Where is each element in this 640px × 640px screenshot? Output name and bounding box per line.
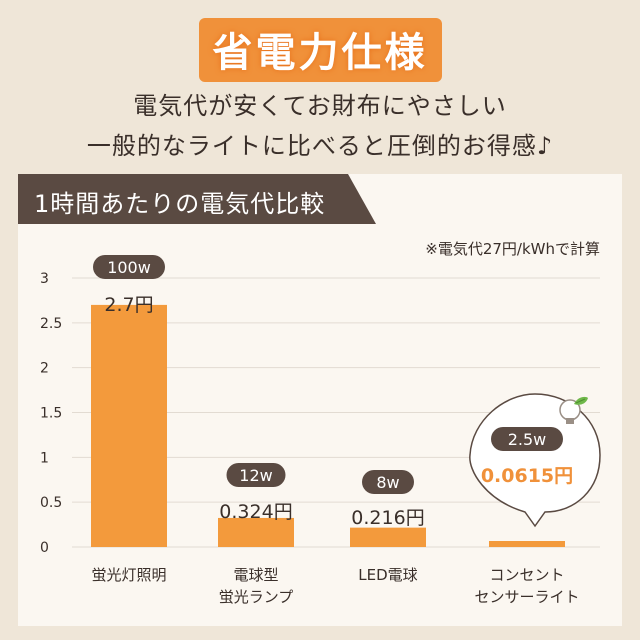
y-tick-label: 2 bbox=[40, 361, 49, 377]
bar bbox=[489, 541, 565, 547]
y-tick-label: 1.5 bbox=[40, 406, 62, 422]
page-title-wrap: 省電力仕様 bbox=[0, 18, 640, 82]
watt-label: 8w bbox=[376, 473, 399, 492]
watt-pill bbox=[226, 463, 286, 487]
x-category-label: 蛍光灯照明 bbox=[91, 566, 166, 584]
calculation-note: ※電気代27円/kWhで計算 bbox=[425, 240, 600, 258]
y-tick-label: 1 bbox=[40, 450, 49, 466]
subtitle-line-2: 一般的なライトに比べると圧倒的お得感♪ bbox=[86, 132, 554, 160]
y-tick-label: 2.5 bbox=[40, 316, 62, 332]
y-tick-label: 0.5 bbox=[40, 495, 62, 511]
y-tick-label: 3 bbox=[40, 271, 49, 287]
bar bbox=[218, 517, 294, 547]
chart-panel-tab-label: 1時間あたりの電気代比較 bbox=[34, 190, 326, 218]
bar bbox=[350, 527, 426, 547]
chart-panel-tab bbox=[18, 174, 376, 224]
x-category-label: センサーライト bbox=[474, 588, 579, 606]
value-label: 0.0615円 bbox=[481, 465, 573, 487]
x-category-label: 電球型 bbox=[233, 566, 278, 584]
value-label: 0.216円 bbox=[351, 507, 424, 529]
watt-label: 12w bbox=[239, 466, 272, 485]
watt-pill bbox=[491, 427, 563, 451]
page-title: 省電力仕様 bbox=[198, 18, 442, 82]
watt-pill bbox=[362, 470, 414, 494]
light-bulb-leaf-icon bbox=[559, 396, 588, 424]
y-tick-label: 0 bbox=[40, 540, 49, 556]
x-category-label: 蛍光ランプ bbox=[219, 588, 294, 606]
highlight-speech-bubble bbox=[469, 393, 601, 528]
watt-pill bbox=[93, 255, 165, 279]
watt-label: 100w bbox=[107, 258, 151, 277]
x-category-label: LED電球 bbox=[358, 566, 417, 584]
watt-label: 2.5w bbox=[508, 430, 547, 449]
bar bbox=[91, 304, 167, 547]
subtitle-line-1: 電気代が安くてお財布にやさしい bbox=[133, 92, 507, 120]
value-label: 2.7円 bbox=[104, 294, 153, 316]
value-label: 0.324円 bbox=[219, 501, 292, 523]
x-category-label: コンセント bbox=[489, 566, 564, 584]
